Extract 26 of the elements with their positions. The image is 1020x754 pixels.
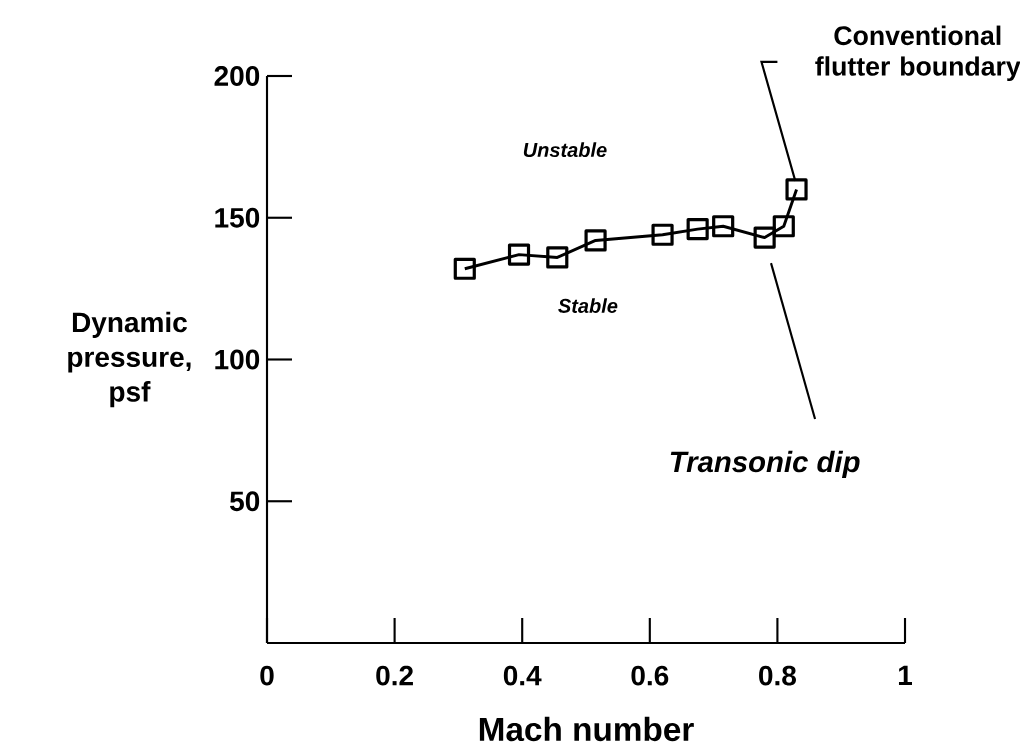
point <box>651 223 674 246</box>
annotation: Unstable <box>523 142 607 158</box>
y-tick-label: 150 <box>215 207 260 228</box>
x-tick-label: 0.8 <box>759 665 796 686</box>
point <box>546 246 569 269</box>
point <box>785 178 808 201</box>
annotation: Transonic dip <box>670 450 860 479</box>
point <box>584 229 607 252</box>
point <box>686 218 709 241</box>
y-tick-label: 100 <box>215 349 260 370</box>
x-tick-label: 0.6 <box>631 665 669 686</box>
x-axis-title: Mach number <box>479 716 694 742</box>
x-tick-label: 0.4 <box>503 665 542 686</box>
x-tick-label: 0 <box>260 665 274 686</box>
point <box>453 257 476 280</box>
point <box>753 226 776 249</box>
point <box>772 215 795 238</box>
x-tick-label: 0.2 <box>376 665 413 686</box>
annotation: Conventional flutter boundary <box>815 25 1020 82</box>
point <box>712 215 735 238</box>
y-tick-label: 200 <box>214 66 260 86</box>
annotation: Stable <box>558 298 618 313</box>
point <box>507 243 531 266</box>
y-axis-title: Dynamic pressure, psf <box>68 311 191 408</box>
x-tick-label: 1 <box>898 665 912 685</box>
y-tick-label: 50 <box>230 491 260 512</box>
